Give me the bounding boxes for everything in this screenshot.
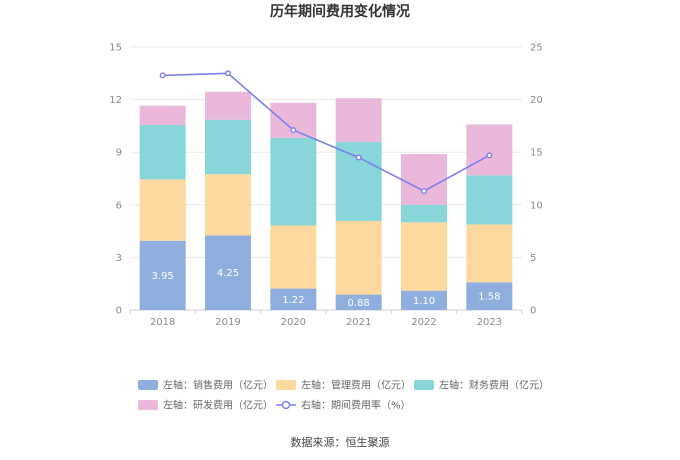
bar-segment bbox=[401, 153, 447, 205]
bar-segment bbox=[139, 179, 186, 241]
left-tick-label: 15 bbox=[109, 43, 122, 54]
legend-label: 左轴：管理费用（亿元） bbox=[301, 379, 411, 392]
bar-segment bbox=[270, 225, 317, 289]
bar-segment bbox=[466, 282, 513, 310]
right-tick-label: 15 bbox=[530, 148, 543, 159]
line-point bbox=[486, 152, 493, 159]
x-tick-label: 2022 bbox=[411, 317, 436, 328]
x-tick-label: 2020 bbox=[281, 317, 306, 328]
line-point bbox=[224, 70, 231, 77]
x-tick-label: 2021 bbox=[346, 317, 371, 328]
series-line bbox=[162, 72, 490, 193]
bar-segment bbox=[335, 98, 382, 143]
line-point bbox=[290, 127, 297, 134]
bar-segment bbox=[270, 288, 317, 310]
chart-title: 历年期间费用变化情况 bbox=[270, 3, 410, 20]
bar-value-label: 1.58 bbox=[478, 292, 500, 303]
line-point bbox=[159, 72, 166, 79]
x-tick-label: 2019 bbox=[215, 317, 240, 328]
bar-segment bbox=[466, 175, 513, 225]
expense-ratio-line bbox=[159, 70, 493, 195]
bar-segment bbox=[139, 240, 186, 310]
bar-segment bbox=[205, 91, 251, 120]
right-tick-label: 25 bbox=[530, 43, 543, 54]
legend-swatch bbox=[414, 380, 434, 390]
bar-segment bbox=[205, 119, 251, 175]
bar-segment bbox=[401, 204, 447, 223]
data-source: 数据来源：恒生聚源 bbox=[291, 435, 390, 449]
right-tick-label: 0 bbox=[530, 306, 536, 317]
legend: 左轴：销售费用（亿元） 左轴：管理费用（亿元） 左轴：财务费用（亿元） 左轴：研发费用… bbox=[138, 379, 549, 412]
left-tick-label: 9 bbox=[116, 148, 122, 159]
legend-label: 左轴：财务费用（亿元） bbox=[439, 379, 549, 392]
gridlines bbox=[130, 46, 522, 258]
bar-segment bbox=[270, 137, 317, 226]
bar-segment bbox=[401, 222, 447, 291]
right-tick-label: 20 bbox=[530, 95, 543, 106]
bar-value-label: 0.88 bbox=[348, 298, 370, 309]
x-tick-label: 2018 bbox=[150, 317, 175, 328]
bar-segment bbox=[139, 105, 186, 126]
bar-segment bbox=[335, 294, 382, 310]
left-tick-label: 12 bbox=[109, 95, 122, 106]
left-tick-label: 0 bbox=[116, 306, 122, 317]
legend-swatch bbox=[138, 400, 158, 410]
bar-value-label: 4.25 bbox=[217, 268, 239, 279]
bar-value-label: 1.22 bbox=[282, 295, 304, 306]
bar-segment bbox=[205, 235, 251, 310]
bar-value-label: 3.95 bbox=[152, 271, 174, 282]
left-axis: 0 3 6 9 12 15 bbox=[109, 43, 122, 317]
stacked-bars: 3.95 4.25 1.22 0.88 1.10 1.58 bbox=[139, 91, 513, 310]
right-tick-label: 10 bbox=[530, 200, 543, 211]
bar-value-label: 1.10 bbox=[413, 296, 435, 307]
x-axis: 2018 2019 2020 2021 2022 2023 bbox=[129, 309, 523, 328]
line-point bbox=[421, 188, 428, 195]
bar-segment bbox=[335, 220, 382, 295]
legend-line-marker bbox=[281, 400, 291, 410]
legend-label: 右轴：期间费用率（%） bbox=[301, 399, 411, 412]
line-point bbox=[355, 154, 362, 161]
bar-segment bbox=[466, 124, 513, 176]
legend-label: 左轴：研发费用（亿元） bbox=[163, 399, 273, 412]
legend-label: 左轴：销售费用（亿元） bbox=[163, 379, 273, 392]
legend-swatch bbox=[276, 380, 296, 390]
bar-segment bbox=[401, 290, 447, 310]
right-tick-label: 5 bbox=[530, 253, 536, 264]
x-tick-label: 2023 bbox=[477, 317, 502, 328]
bar-segment bbox=[335, 142, 382, 221]
legend-swatch bbox=[138, 380, 158, 390]
right-axis: 0 5 10 15 20 25 bbox=[530, 43, 543, 317]
bar-segment bbox=[205, 174, 251, 236]
bar-segment bbox=[466, 224, 513, 283]
left-tick-label: 6 bbox=[116, 200, 122, 211]
bar-segment bbox=[139, 125, 186, 180]
left-tick-label: 3 bbox=[116, 253, 122, 264]
